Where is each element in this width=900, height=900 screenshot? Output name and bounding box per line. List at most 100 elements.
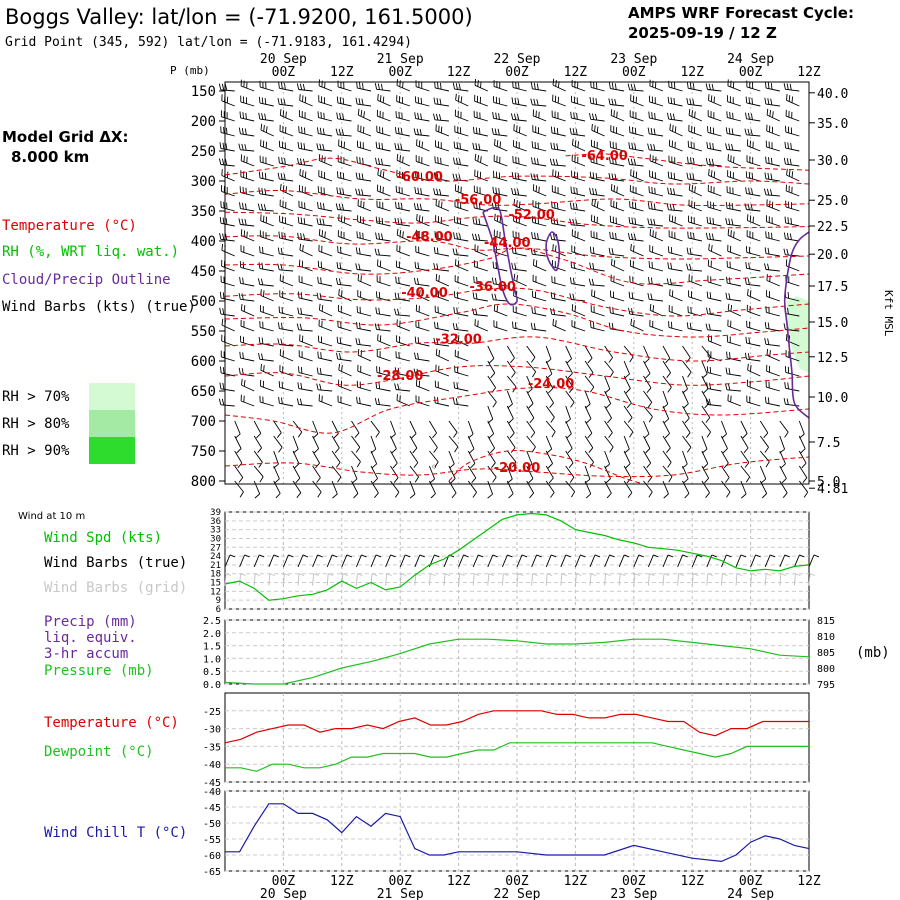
wind-barb-flag <box>238 293 241 300</box>
wind-barb-flag <box>591 278 595 286</box>
wind-barb <box>491 128 508 137</box>
wind-barb <box>590 81 605 92</box>
wind-barb-flag <box>706 291 709 298</box>
wind-barb-staff <box>429 435 438 448</box>
wind-barb <box>629 126 644 137</box>
wind-barb <box>682 345 691 363</box>
wind-barb-flag <box>238 367 241 375</box>
wind-barb-staff <box>629 313 644 317</box>
wind-barb-flag <box>235 433 241 439</box>
wind-barb <box>336 112 352 122</box>
wind-barb-staff <box>746 342 761 347</box>
wind-barb-staff <box>435 146 450 152</box>
wind-barb <box>317 202 333 212</box>
wind-barb-staff <box>533 264 547 272</box>
wind-barb-staff <box>416 145 430 152</box>
wind-barb-staff <box>357 221 372 227</box>
bottom-date-label: 20 Sep <box>260 887 307 900</box>
wind-barb <box>647 127 664 137</box>
wind-barb <box>687 140 703 152</box>
wind-barb <box>630 94 644 107</box>
wind-barb-flag <box>587 357 593 364</box>
wind-barb-flag <box>535 185 538 192</box>
wind-barb-flag <box>664 433 670 439</box>
wind-barb-staff <box>357 178 372 182</box>
wind-barb-flag <box>243 380 246 387</box>
wind-barb-flag <box>474 153 477 161</box>
wind-barb <box>377 168 391 182</box>
wind-barb <box>370 465 378 484</box>
wind-barb-true <box>735 554 747 568</box>
wind-barb <box>377 259 391 272</box>
wind-barb-staff <box>766 87 780 92</box>
wind-barb <box>376 200 391 212</box>
wind-barb <box>279 108 294 122</box>
bottom-date-label: 23 Sep <box>610 887 657 900</box>
wind-barb-flag <box>684 417 690 424</box>
wind-barb-true-staff <box>239 554 246 568</box>
wind-barb-staff <box>280 355 294 362</box>
wind-barb <box>705 158 722 167</box>
wind-barb <box>705 323 722 332</box>
wind-barb-staff <box>707 163 722 167</box>
wind-barb <box>726 276 741 287</box>
wind-barb-true <box>764 554 776 568</box>
wind-barb-flag <box>281 397 283 404</box>
wind-barb-flag <box>299 323 303 331</box>
wind-barb <box>238 143 255 152</box>
wind-barb <box>552 169 566 182</box>
height-tick-label: 20.0 <box>817 248 848 263</box>
wind-barb-grid <box>312 573 319 586</box>
wind-barb <box>279 274 294 287</box>
wind-barb-flag <box>686 247 689 254</box>
wind-barb-staff <box>746 118 761 122</box>
wind-barb-flag <box>339 112 342 120</box>
rh-90-swatch <box>89 437 135 464</box>
wind-barb <box>370 450 378 469</box>
wind-barb <box>279 183 294 197</box>
wind-barb <box>317 111 333 122</box>
wind-barb <box>396 228 411 242</box>
wind-barb-flag <box>673 98 676 105</box>
wind-barb-staff <box>688 146 703 152</box>
wind-barb-staff <box>318 223 333 227</box>
wind-barb-flag <box>517 98 520 105</box>
wind-barb <box>552 318 566 332</box>
wind-barb-staff <box>253 465 264 477</box>
wind-barb <box>453 141 469 152</box>
wind-barb-staff <box>292 435 299 450</box>
wind-barb <box>336 187 352 197</box>
wind-barb-flag <box>550 417 555 423</box>
wind-barb-staff <box>396 400 411 407</box>
wind-barb-flag <box>222 308 225 315</box>
wind-barb <box>487 390 497 408</box>
wind-barb-staff <box>299 340 313 347</box>
wind-barb-staff <box>435 130 450 137</box>
precip-tick-label: 0.0 <box>203 680 221 691</box>
precip-label: Precip (mm) <box>44 614 137 630</box>
wind-barb <box>335 278 352 287</box>
wind-barb-flag <box>222 142 225 150</box>
wind-barb-staff <box>785 254 800 257</box>
wind-barb <box>258 262 274 272</box>
wind-barb <box>785 125 800 137</box>
wind-barb-staff <box>727 357 741 362</box>
wind-barb-flag <box>256 433 262 439</box>
wind-barb-flag <box>439 173 442 180</box>
wind-barb <box>376 184 391 197</box>
wind-barb-flag <box>261 97 264 104</box>
wind-barb-staff <box>512 252 527 257</box>
wind-barb-staff <box>220 388 235 392</box>
wind-barb-flag <box>669 289 671 296</box>
wind-barb-staff <box>590 86 605 92</box>
wind-barb-flag <box>800 448 806 454</box>
wind-barb-staff <box>590 268 605 272</box>
wind-barb <box>435 273 450 287</box>
wind-barb <box>551 276 566 287</box>
wind-barb <box>435 348 450 362</box>
wind-barb-flag <box>399 155 401 162</box>
wind-barb-staff <box>376 238 391 242</box>
wind-barb-flag <box>532 371 537 378</box>
wind-barb-true-flag <box>638 554 644 558</box>
wind-barb-flag <box>339 187 342 195</box>
